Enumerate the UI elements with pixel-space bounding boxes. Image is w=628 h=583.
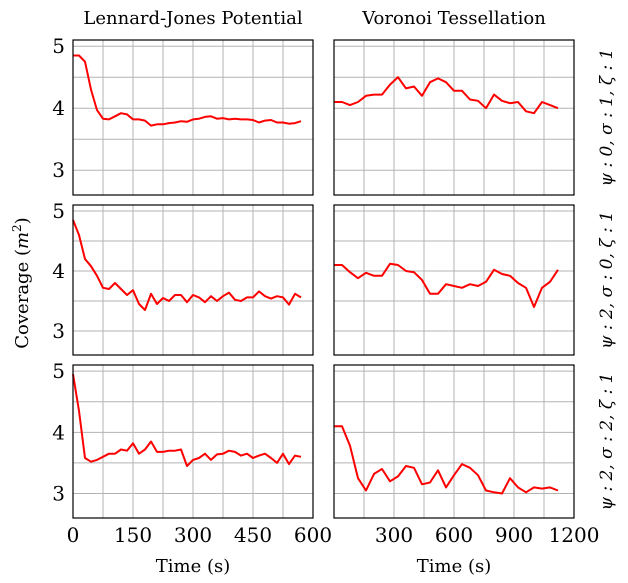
y-axis-label: Coverage (m2) (10, 217, 33, 348)
series-line-r1-c1 (334, 262, 559, 308)
y-tick-label: 5 (52, 359, 65, 383)
y-tick-label: 5 (52, 34, 65, 58)
x-axis-label-right: Time (s) (417, 556, 492, 577)
series-line-r2-c1 (334, 425, 559, 495)
y-tick-label: 4 (52, 96, 65, 120)
x-tick-label: 0 (67, 523, 80, 547)
panel-frame (333, 364, 575, 519)
panel-r1-c0: 3 4 5 (52, 199, 314, 356)
y-tick-label: 5 (52, 199, 65, 223)
row-label-2: ψ : 2, σ : 2, ζ : 1 (597, 373, 617, 511)
column-title-voronoi: Voronoi Tessellation (361, 8, 546, 29)
row-label-1: ψ : 2, σ : 0, ζ : 1 (597, 211, 617, 349)
panel-r0-c1 (333, 39, 575, 196)
panel-r1-c1 (333, 204, 575, 356)
row-labels: ψ : 0, σ : 1, ζ : 1 ψ : 2, σ : 0, ζ : 1 ψ … (597, 49, 617, 511)
y-tick-label: 3 (52, 319, 65, 343)
panel-frame (72, 39, 314, 196)
x-tick-label: 1200 (549, 523, 600, 547)
series-line-r0-c0 (73, 54, 302, 127)
panel-r2-c0: 3 4 5 (52, 359, 314, 519)
y-tick-label: 3 (52, 158, 65, 182)
x-tick-label: 150 (114, 523, 152, 547)
series-line-r0-c1 (334, 76, 559, 115)
x-axis-label-left: Time (s) (156, 556, 231, 577)
panel-frame (333, 204, 575, 356)
y-tick-label: 3 (52, 482, 65, 506)
x-tick-label: 300 (174, 523, 212, 547)
x-tick-label: 900 (495, 523, 533, 547)
panel-r2-c1 (333, 364, 575, 519)
x-tick-label: 600 (435, 523, 473, 547)
series-line-r1-c0 (72, 219, 302, 311)
y-tick-label: 4 (52, 420, 65, 444)
panel-frame (333, 39, 575, 196)
panel-r0-c0: 3 4 5 (52, 34, 314, 196)
row-label-0: ψ : 0, σ : 1, ζ : 1 (597, 49, 617, 187)
x-tick-label: 600 (294, 523, 332, 547)
panel-frame (72, 364, 314, 519)
series-line-r2-c0 (72, 374, 302, 467)
y-tick-label: 4 (52, 259, 65, 283)
panel-frame (72, 204, 314, 356)
x-tick-label: 300 (375, 523, 413, 547)
column-title-lennard-jones: Lennard-Jones Potential (83, 8, 302, 29)
x-tick-label: 450 (234, 523, 272, 547)
